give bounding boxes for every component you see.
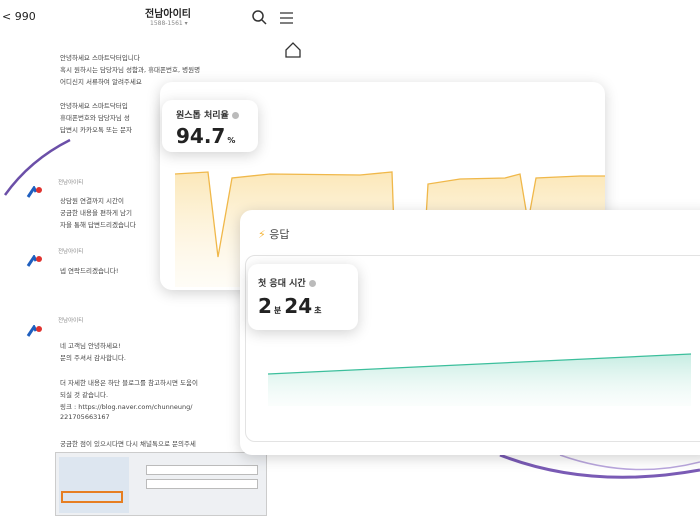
message-line: 궁금한 점이 있으시다면 다시 채널톡으로 문의주세 bbox=[60, 440, 196, 448]
home-icon[interactable] bbox=[285, 42, 301, 58]
rate-label: 원스톱 처리율 bbox=[176, 111, 229, 121]
message-line: 더 자세한 내용은 하단 블로그를 참고하시면 도움이 bbox=[60, 379, 198, 387]
avatar bbox=[26, 183, 44, 198]
time-number: 2 bbox=[258, 294, 272, 318]
search-icon[interactable] bbox=[252, 10, 264, 22]
chat-subtitle: 1588-1561 ▾ bbox=[150, 20, 188, 27]
response-heading: 응답 bbox=[269, 228, 290, 241]
message-line: 상담원 연결까지 시간이 bbox=[60, 197, 124, 205]
response-chart bbox=[267, 353, 692, 406]
sender: 전남아이티 bbox=[58, 318, 84, 324]
sender: 전남아이티 bbox=[58, 180, 84, 186]
message-line: 휴대폰번호와 담당자님 성 bbox=[60, 114, 130, 122]
message-line: 안녕하세요 스마트닥터입 bbox=[60, 102, 128, 110]
rate-unit: % bbox=[227, 136, 236, 145]
avatar bbox=[26, 252, 44, 267]
sender: 전남아이티 bbox=[58, 249, 84, 255]
message-line: 네 고객님 안녕하세요! bbox=[60, 342, 121, 350]
back-button[interactable]: < 990 bbox=[2, 10, 36, 23]
header-icons bbox=[252, 10, 301, 58]
message-line: 혹시 원하시는 담당자님 성함과, 휴대폰번호, 병원명 bbox=[60, 66, 201, 74]
message-line: 문의 주셔서 감사합니다. bbox=[60, 354, 126, 362]
chat-title: 전남아이티 bbox=[145, 9, 191, 20]
rate-value: 94.7 bbox=[176, 124, 226, 148]
response-label: 첫 응대 시간 bbox=[258, 279, 306, 289]
menu-icon[interactable] bbox=[280, 12, 293, 24]
message-line: 답변시 카카오톡 또는 문자 bbox=[60, 126, 132, 134]
arc bbox=[499, 453, 700, 479]
time-number: 24 bbox=[284, 294, 313, 318]
response-card: ⚡ 응답 첫 응대 시간 2 분 24 초 bbox=[240, 210, 700, 455]
message-line: 221705663167 bbox=[60, 413, 110, 421]
message-line: 자을 통해 답변드리겠습니다 bbox=[60, 221, 136, 229]
arc bbox=[3, 138, 71, 196]
time-unit: 분 bbox=[273, 306, 282, 315]
response-box: 첫 응대 시간 2 분 24 초 bbox=[248, 264, 358, 330]
time-unit: 초 bbox=[314, 306, 322, 315]
message-line: 되실 것 같습니다. bbox=[60, 391, 109, 399]
message-line: 링크 : https://blog.naver.com/chunneung/ bbox=[60, 403, 193, 411]
message-line: 어디신지 서류하여 알려주세요 bbox=[60, 78, 142, 86]
avatar bbox=[26, 322, 44, 337]
thumbnail bbox=[55, 452, 267, 516]
response-panel: 첫 응대 시간 2 분 24 초 bbox=[245, 255, 700, 442]
arc bbox=[559, 454, 700, 471]
message-line: 안녕하세요 스마트닥터입니다 bbox=[60, 54, 140, 62]
rate-box: 원스톱 처리율 94.7% bbox=[162, 100, 258, 152]
message-line: 넵 연락드리겠습니다! bbox=[60, 267, 119, 275]
message-line: 궁금한 내용을 편하게 남기 bbox=[60, 209, 132, 217]
